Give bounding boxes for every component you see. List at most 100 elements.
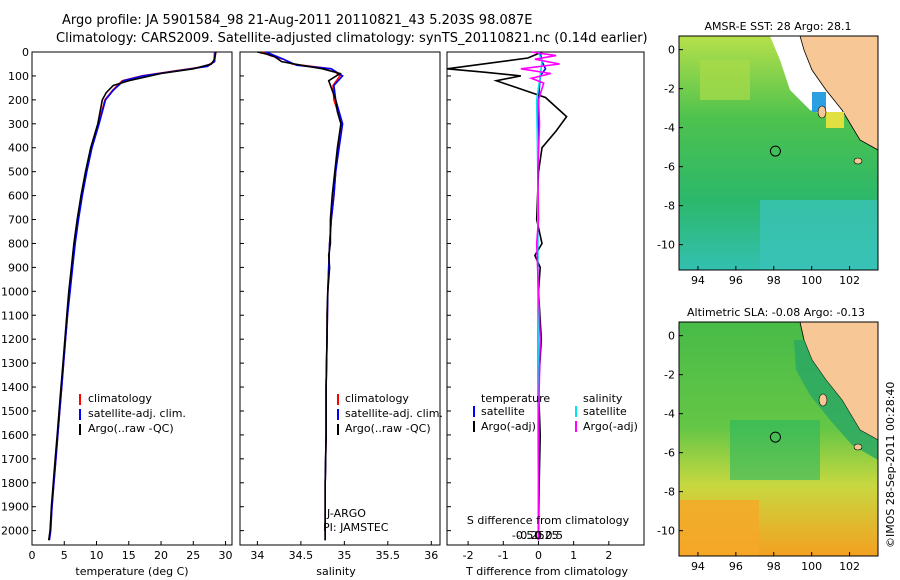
- depth-tick-label: 900: [8, 261, 29, 274]
- depth-tick-label: 700: [8, 214, 29, 227]
- depth-tick-label: 1600: [1, 429, 29, 442]
- sst-warm-patch: [700, 60, 750, 100]
- lon-tick-label: 96: [729, 560, 743, 573]
- lon-tick-label: 100: [801, 560, 822, 573]
- sla-warm-patch: [679, 500, 759, 556]
- annotation-pi: PI: JAMSTEC: [323, 521, 389, 534]
- series-climatology: [261, 51, 343, 541]
- lon-tick-label: 96: [729, 274, 743, 287]
- difference-legend: temperature salinity satellite Argo(-adj…: [473, 392, 638, 433]
- depth-tick-label: 1100: [1, 309, 29, 322]
- x-tick-label: -1: [498, 549, 509, 562]
- salinity-legend: climatology satellite-adj. clim. Argo(..…: [337, 392, 443, 435]
- sst-island-small: [853, 157, 863, 165]
- temperature-xlabel: temperature (deg C): [75, 565, 188, 578]
- legend-label-t-satellite: satellite: [481, 405, 525, 418]
- depth-tick-label: 200: [8, 94, 29, 107]
- depth-tick-label: 300: [8, 118, 29, 131]
- salinity-panel: 34 34.5 35 35.5 36 salinity climatology sate…: [239, 51, 443, 578]
- temperature-legend: climatology satellite-adj. clim. Argo(..…: [79, 392, 186, 435]
- sla-argo-marker: [769, 431, 781, 443]
- series-climatology: [48, 51, 216, 541]
- legend-header-salinity: salinity: [583, 392, 623, 405]
- difference-xlabel-top: S difference from climatology: [467, 514, 630, 527]
- x-tick-label: 2: [605, 549, 612, 562]
- depth-tick-label: 2000: [1, 525, 29, 538]
- sla-shelf: [794, 340, 878, 460]
- s-tick-label: 0.25: [534, 529, 559, 542]
- sst-map: AMSR-E SST: 28 Argo: 28.1 94 96 98 100 102 0 -…: [657, 20, 879, 287]
- sst-land: [799, 36, 878, 151]
- temperature-plot: 0 5 10 15 20 25 30: [29, 51, 233, 562]
- lat-tick-label: -4: [664, 122, 675, 135]
- series-salinity-satellite: [535, 51, 543, 541]
- lon-tick-label: 98: [767, 274, 781, 287]
- x-tick-label: 10: [90, 549, 104, 562]
- lon-tick-label: 102: [839, 274, 860, 287]
- salinity-axes-frame: [239, 51, 441, 546]
- x-tick-label: 36: [424, 549, 438, 562]
- depth-tick-label: 1200: [1, 333, 29, 346]
- difference-panel: -2 -1 0 1 2 T difference from climatology S …: [446, 51, 645, 578]
- sst-map-title: AMSR-E SST: 28 Argo: 28.1: [704, 20, 851, 33]
- temperature-panel: 0100200300400500600700800900100011001200…: [1, 46, 451, 578]
- x-tick-label: 30: [219, 549, 233, 562]
- lat-tick-label: -2: [664, 369, 675, 382]
- lat-tick-label: 0: [668, 330, 675, 343]
- title-line-1: Argo profile: JA 5901584_98 21-Aug-2011 …: [62, 13, 533, 28]
- lon-tick-label: 102: [839, 560, 860, 573]
- s-tick-label: -0.5: [512, 529, 533, 542]
- lat-tick-label: -10: [657, 525, 675, 538]
- salinity-xlabel: salinity: [316, 565, 356, 578]
- sla-axes-frame: [678, 321, 879, 557]
- difference-plot: -2 -1 0 1 2: [446, 51, 612, 562]
- legend-label-satellite-adj: satellite-adj. clim.: [345, 407, 443, 420]
- x-tick-label: 0: [535, 549, 542, 562]
- x-tick-label: 25: [186, 549, 200, 562]
- x-tick-label: 1: [570, 549, 577, 562]
- depth-tick-label: 600: [8, 190, 29, 203]
- legend-label-s-argo: Argo(-adj): [583, 420, 638, 433]
- depth-tick-label: 500: [8, 166, 29, 179]
- x-tick-label: 15: [122, 549, 136, 562]
- sst-axes-frame: [678, 35, 879, 271]
- lat-tick-label: -4: [664, 408, 675, 421]
- x-tick-label: 35: [337, 549, 351, 562]
- lat-tick-label: -6: [664, 161, 675, 174]
- depth-tick-label: 1700: [1, 453, 29, 466]
- depth-tick-label: 1400: [1, 381, 29, 394]
- lat-tick-label: -10: [657, 239, 675, 252]
- sla-green-patch: [730, 420, 820, 480]
- annotation-j-argo: J-ARGO: [326, 507, 366, 520]
- depth-tick-label: 0: [22, 46, 29, 59]
- legend-label-argo: Argo(..raw -QC): [88, 422, 174, 435]
- sst-cool-patch: [760, 200, 878, 270]
- sla-island-small: [853, 443, 863, 451]
- depth-tick-label: 1800: [1, 477, 29, 490]
- lat-tick-label: 0: [668, 44, 675, 57]
- depth-tick-label: 100: [8, 70, 29, 83]
- sst-coastal-warm: [826, 112, 844, 128]
- lon-tick-label: 94: [691, 560, 705, 573]
- x-tick-label: 34: [250, 549, 264, 562]
- sst-argo-marker: [769, 145, 781, 157]
- sla-map-title: Altimetric SLA: -0.08 Argo: -0.13: [687, 306, 865, 319]
- series-satellite-adj-clim-: [265, 51, 344, 541]
- legend-header-temperature: temperature: [481, 392, 550, 405]
- legend-label-s-satellite: satellite: [583, 405, 627, 418]
- lat-tick-label: -6: [664, 447, 675, 460]
- lat-tick-label: -8: [664, 486, 675, 499]
- s-tick-label: 0.5: [546, 529, 564, 542]
- temperature-axes-frame: [31, 51, 233, 546]
- series-argo-raw-qc-: [48, 51, 217, 541]
- copyright-stamp: ©IMOS 28-Sep-2011 00:28:40: [884, 382, 897, 548]
- legend-label-t-argo: Argo(-adj): [481, 420, 536, 433]
- x-tick-label: 5: [61, 549, 68, 562]
- sla-island: [818, 393, 828, 407]
- x-tick-label: 34.5: [289, 549, 314, 562]
- salinity-plot: 34 34.5 35 35.5 36: [250, 51, 438, 562]
- sla-axis-ticks: 94 96 98 100 102 0 -2 -4 -6 -8 -10: [657, 330, 860, 573]
- legend-label-argo: Argo(..raw -QC): [345, 422, 431, 435]
